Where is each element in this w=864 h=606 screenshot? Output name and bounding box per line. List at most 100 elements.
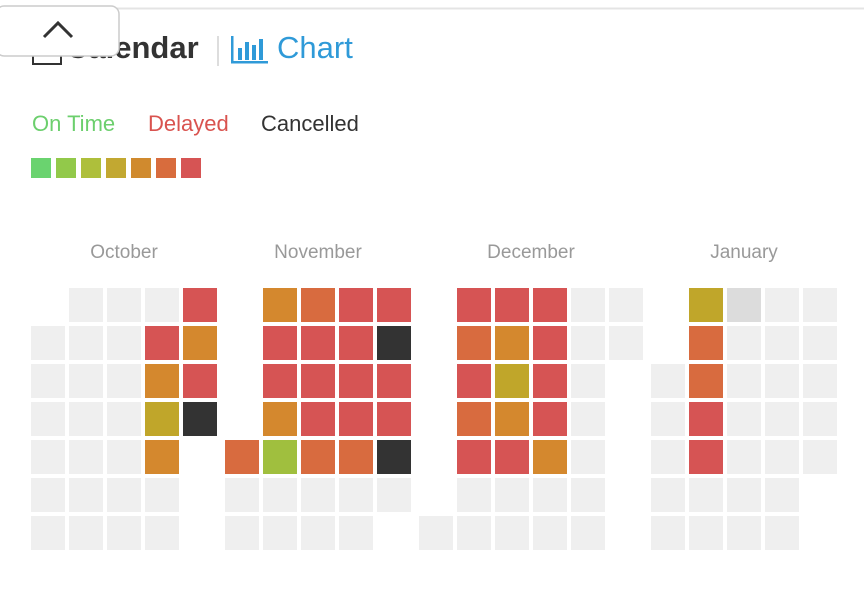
day-cell: [457, 402, 491, 436]
day-cell: [495, 364, 529, 398]
day-cell: [145, 440, 179, 474]
day-cell: [533, 402, 567, 436]
day-cell: [69, 326, 103, 360]
day-cell: [495, 516, 529, 550]
day-cell: [339, 364, 373, 398]
legend-swatch: [106, 158, 126, 178]
day-cell: [263, 516, 297, 550]
day-cell: [803, 288, 837, 322]
day-cell: [69, 364, 103, 398]
day-cell: [107, 288, 141, 322]
legend-swatch: [156, 158, 176, 178]
day-cell: [339, 516, 373, 550]
day-cell: [263, 288, 297, 322]
legend-swatch: [56, 158, 76, 178]
month-label: October: [90, 242, 158, 263]
day-cell: [765, 478, 799, 512]
day-cell: [533, 478, 567, 512]
day-cell: [727, 440, 761, 474]
day-cell: [727, 478, 761, 512]
day-cell: [727, 326, 761, 360]
day-cell: [225, 478, 259, 512]
day-cell: [339, 440, 373, 474]
day-cell: [689, 402, 723, 436]
collapse-tab[interactable]: [0, 5, 120, 57]
day-cell: [765, 364, 799, 398]
day-cell: [609, 326, 643, 360]
day-cell: [107, 364, 141, 398]
day-cell: [301, 364, 335, 398]
day-cell: [689, 288, 723, 322]
day-cell: [727, 288, 761, 322]
day-cell: [31, 440, 65, 474]
day-cell: [765, 288, 799, 322]
day-cell: [765, 516, 799, 550]
day-cell: [689, 516, 723, 550]
legend-label: Delayed: [148, 111, 229, 136]
day-cell: [183, 402, 217, 436]
chart-icon[interactable]: [231, 36, 268, 64]
day-cell: [419, 516, 453, 550]
day-cell: [69, 478, 103, 512]
day-cell: [31, 402, 65, 436]
month-label: November: [274, 242, 362, 263]
day-cell: [339, 288, 373, 322]
day-cell: [339, 326, 373, 360]
day-cell: [377, 478, 411, 512]
day-cell: [145, 326, 179, 360]
day-cell: [263, 402, 297, 436]
day-cell: [69, 288, 103, 322]
day-cell: [263, 326, 297, 360]
day-cell: [69, 516, 103, 550]
day-cell: [651, 516, 685, 550]
day-cell: [727, 364, 761, 398]
day-cell: [571, 440, 605, 474]
day-cell: [765, 402, 799, 436]
day-cell: [377, 288, 411, 322]
day-cell: [31, 326, 65, 360]
day-cell: [377, 402, 411, 436]
day-cell: [495, 440, 529, 474]
day-cell: [145, 288, 179, 322]
day-cell: [263, 364, 297, 398]
day-cell: [145, 478, 179, 512]
chart-tab[interactable]: Chart: [277, 30, 353, 65]
day-cell: [377, 326, 411, 360]
day-cell: [225, 440, 259, 474]
day-cell: [31, 516, 65, 550]
day-cell: [571, 288, 605, 322]
day-cell: [457, 440, 491, 474]
day-cell: [689, 440, 723, 474]
day-cell: [107, 478, 141, 512]
day-cell: [571, 364, 605, 398]
day-cell: [31, 364, 65, 398]
day-cell: [31, 478, 65, 512]
day-cell: [339, 402, 373, 436]
month-label: January: [710, 242, 778, 263]
day-cell: [495, 402, 529, 436]
day-cell: [263, 478, 297, 512]
day-cell: [533, 364, 567, 398]
day-cell: [457, 364, 491, 398]
day-cell: [689, 326, 723, 360]
legend-swatch: [31, 158, 51, 178]
day-cell: [803, 364, 837, 398]
day-cell: [689, 364, 723, 398]
day-cell: [225, 516, 259, 550]
day-cell: [727, 516, 761, 550]
month-label: December: [487, 242, 575, 263]
day-cell: [533, 516, 567, 550]
day-cell: [457, 516, 491, 550]
day-cell: [301, 516, 335, 550]
day-cell: [765, 326, 799, 360]
day-cell: [651, 364, 685, 398]
day-cell: [689, 478, 723, 512]
day-cell: [495, 478, 529, 512]
day-cell: [571, 326, 605, 360]
day-cell: [301, 440, 335, 474]
day-cell: [301, 402, 335, 436]
day-cell: [651, 402, 685, 436]
day-cell: [301, 478, 335, 512]
day-cell: [495, 326, 529, 360]
